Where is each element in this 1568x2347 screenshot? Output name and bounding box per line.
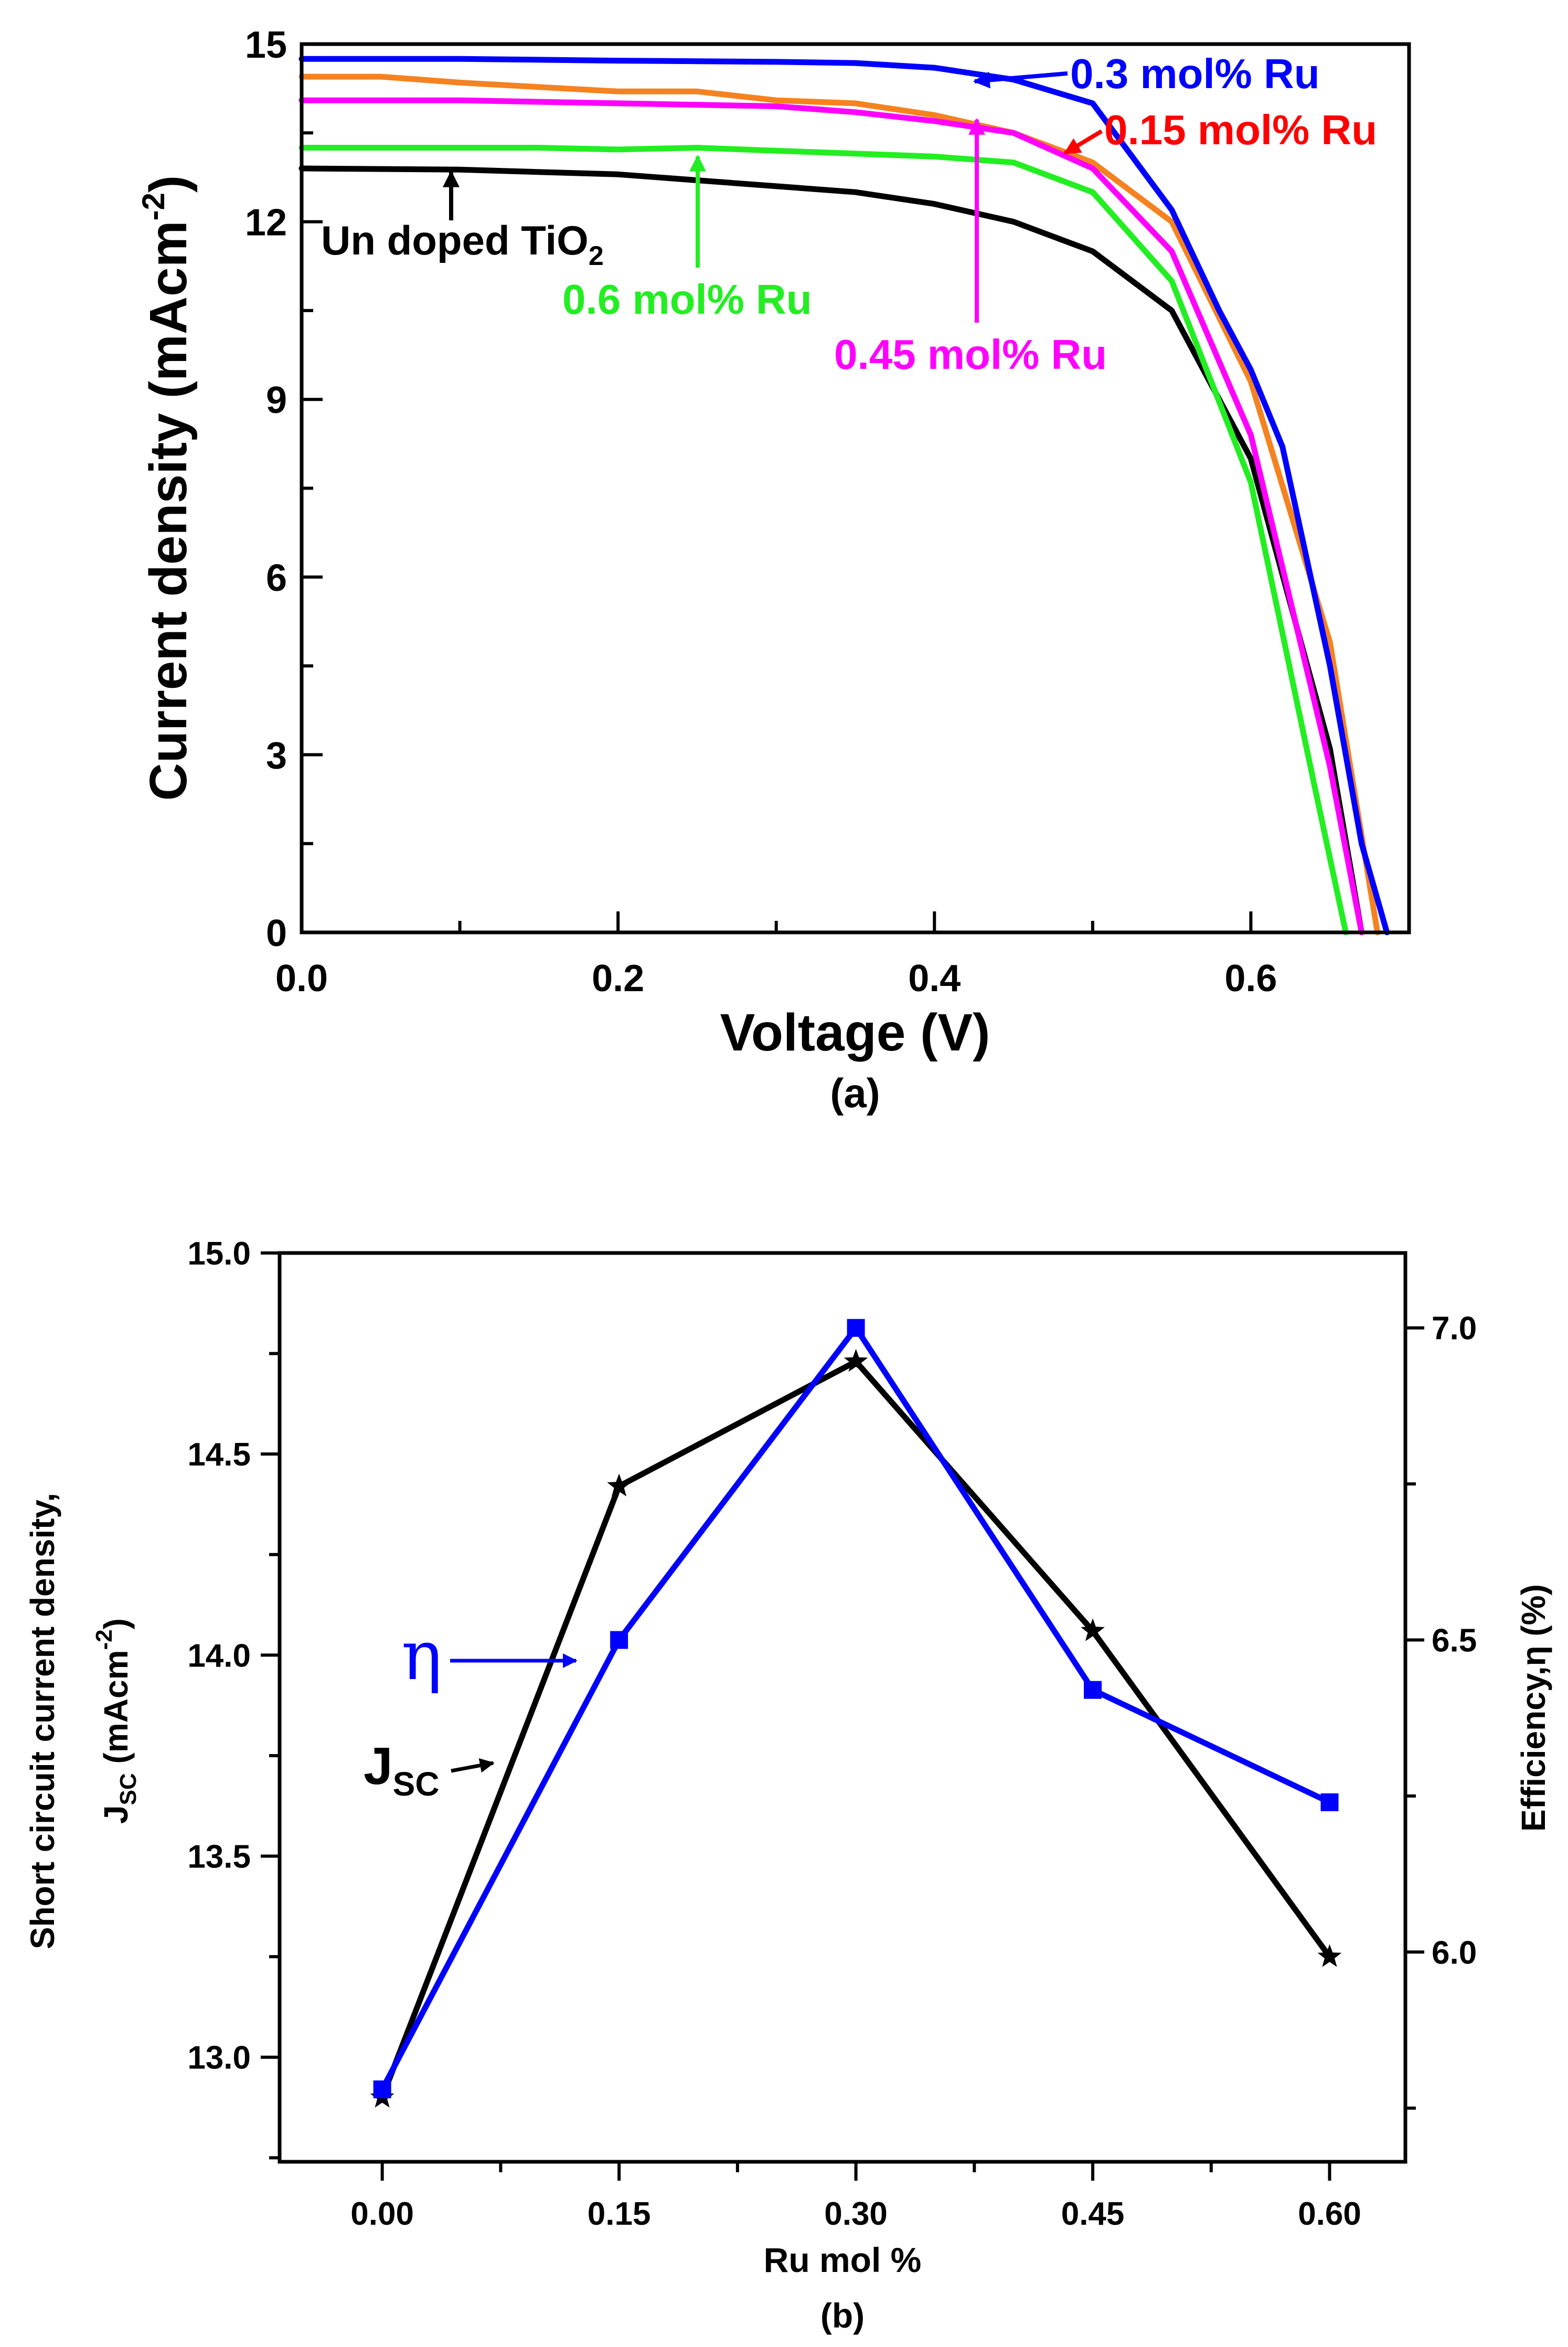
panel-b-y2-tick-label: 7.0 xyxy=(1432,1311,1477,1347)
marker-jsc xyxy=(844,1348,868,1372)
label-un-doped-tio2: Un doped TiO2 xyxy=(321,217,604,271)
marker-efficiency xyxy=(1320,1793,1339,1811)
marker-jsc xyxy=(1081,1618,1105,1641)
annotation-eta: η xyxy=(401,1616,578,1695)
label-0.15-mol-ru: 0.15 mol% Ru xyxy=(1104,107,1377,153)
marker-efficiency xyxy=(610,1631,628,1649)
arrow-0.15-mol-ru xyxy=(1063,129,1103,155)
series-line-0.6-mol-ru xyxy=(298,145,1349,936)
panel-a-curves xyxy=(298,56,1390,936)
panel-a-y-tick-label: 6 xyxy=(266,557,287,599)
label-un-doped-tio2-sub: 2 xyxy=(589,241,604,271)
arrow-jsc xyxy=(451,1758,495,1773)
panel-b-y-tick-label: 15.0 xyxy=(187,1236,251,1272)
annotation-jsc: JSC xyxy=(364,1737,495,1803)
annotation-0.15-mol-ru: 0.15 mol% Ru xyxy=(1063,107,1377,155)
label-jsc-sub: SC xyxy=(393,1765,440,1803)
panel-a-y-tick-label: 9 xyxy=(266,379,287,421)
panel-b-x-tick-label: 0.60 xyxy=(1298,2196,1361,2232)
panel-a-x-tick-label: 0.4 xyxy=(908,958,961,1000)
panel-b-y-axis-label-line2: JSC (mAcm-2) xyxy=(91,1618,141,1824)
panel-a-y-tick-label: 15 xyxy=(245,24,287,66)
label-0.3-mol-ru: 0.3 mol% Ru xyxy=(1070,50,1320,97)
panel-b-plot-frame xyxy=(278,1251,1407,2164)
series-line-0.15-mol-ru xyxy=(298,73,1381,936)
panel-b-y-tick-label: 13.5 xyxy=(187,1839,251,1875)
panel-b-y2-tick-label: 6.5 xyxy=(1432,1623,1477,1659)
panel-b-y-label-j: J xyxy=(97,1805,135,1824)
panel-b-y-label-close: ) xyxy=(97,1618,135,1629)
label-0.45-mol-ru: 0.45 mol% Ru xyxy=(834,331,1107,378)
panel-a-x-tick-label: 0.0 xyxy=(275,958,328,1000)
panel-b-y-label-unit: (mAcm xyxy=(97,1650,135,1773)
marker-efficiency xyxy=(1084,1681,1102,1699)
marker-jsc xyxy=(607,1473,631,1496)
panel-a-jv-curves: 0.0 0.2 0.4 0.6 0 3 6 9 12 15 Voltage (V) (a) Cur… xyxy=(136,24,1411,1116)
label-jsc: JSC xyxy=(364,1737,440,1803)
panel-b-y-tick-label: 14.0 xyxy=(187,1638,251,1674)
panel-a-y-tick-label: 12 xyxy=(245,202,287,244)
label-un-doped-tio2-main: Un doped TiO xyxy=(321,217,589,263)
panel-b-caption: (b) xyxy=(820,2296,865,2335)
panel-b-jsc-efficiency: 0.00 0.15 0.30 0.45 0.60 13.0 13.5 14.0 14.5 15.0… xyxy=(24,1236,1552,2335)
panel-a-y-axis-label-end: ) xyxy=(139,175,198,193)
panel-a-plot-frame xyxy=(300,42,1411,934)
panel-b-x-axis-label: Ru mol % xyxy=(764,2240,922,2279)
panel-b-x-tick-label: 0.45 xyxy=(1061,2196,1125,2232)
panel-b-y-tick-label: 13.0 xyxy=(187,2040,251,2076)
panel-a-x-tick-label: 0.2 xyxy=(592,958,644,1000)
panel-b-y-label-sup: -2 xyxy=(91,1629,117,1650)
marker-efficiency xyxy=(373,2080,391,2099)
panel-a-caption: (a) xyxy=(830,1070,880,1116)
panel-a-x-axis-label: Voltage (V) xyxy=(720,1003,990,1062)
annotation-0.45-mol-ru: 0.45 mol% Ru xyxy=(834,118,1107,378)
annotation-un-doped-tio2: Un doped TiO2 xyxy=(321,170,604,271)
annotation-0.6-mol-ru: 0.6 mol% Ru xyxy=(562,154,812,323)
series-line-0.3-mol-ru xyxy=(298,56,1390,936)
panel-b-y2-tick-label: 6.0 xyxy=(1432,1935,1477,1971)
panel-a-x-tick-label: 0.6 xyxy=(1224,958,1277,1000)
marker-efficiency xyxy=(847,1319,865,1337)
label-eta: η xyxy=(401,1616,442,1695)
panel-a-y-axis-label-sup: -2 xyxy=(136,193,171,220)
panel-a-y-axis-label: Current density (mAcm-2) xyxy=(136,175,198,801)
panel-b-x-tick-label: 0.30 xyxy=(824,2196,888,2232)
panel-a-y-tick-label: 3 xyxy=(266,735,287,777)
series-line-jsc xyxy=(379,1358,1332,2100)
series-line-efficiency xyxy=(379,1325,1332,2093)
panel-b-series xyxy=(370,1319,1342,2108)
panel-a-y-axis-label-main: Current density (mAcm xyxy=(139,220,198,801)
panel-b-y2-axis-label: Efficiency,η (%) xyxy=(1514,1584,1552,1832)
series-line-un-doped-tio2 xyxy=(298,165,1364,936)
panel-b-y-label-sub: SC xyxy=(115,1773,141,1805)
label-jsc-main: J xyxy=(364,1737,393,1796)
panel-a-y-tick-label: 0 xyxy=(266,912,287,954)
marker-jsc xyxy=(1317,1944,1342,1967)
label-0.6-mol-ru: 0.6 mol% Ru xyxy=(562,276,812,323)
annotation-0.3-mol-ru: 0.3 mol% Ru xyxy=(973,50,1320,97)
arrow-0.3-mol-ru xyxy=(973,71,1068,89)
series-line-0.45-mol-ru xyxy=(298,97,1364,936)
panel-b-x-tick-label: 0.00 xyxy=(350,2196,414,2232)
panel-a-ticks: 0.0 0.2 0.4 0.6 0 3 6 9 12 15 xyxy=(245,24,1277,1000)
panel-b-x-tick-label: 0.15 xyxy=(588,2196,651,2232)
panel-b-y-tick-label: 14.5 xyxy=(187,1437,251,1473)
panel-b-y-axis-label-line1: Short circuit current density, xyxy=(24,1493,61,1949)
